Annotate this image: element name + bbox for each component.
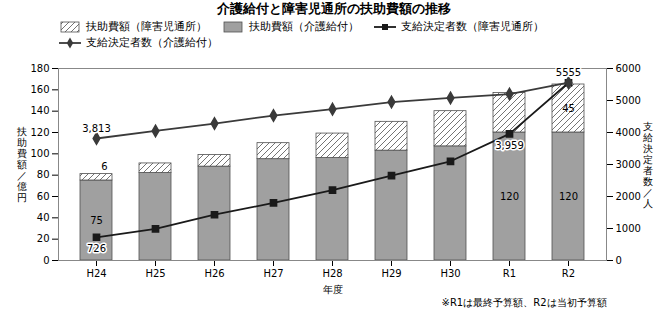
svg-text:80: 80 — [37, 169, 50, 180]
svg-text:6: 6 — [101, 161, 107, 172]
svg-text:H27: H27 — [263, 268, 283, 279]
svg-text:H25: H25 — [145, 268, 165, 279]
svg-text:726: 726 — [87, 243, 106, 254]
svg-text:年度: 年度 — [323, 284, 343, 295]
svg-text:R2: R2 — [562, 268, 575, 279]
svg-text:20: 20 — [37, 233, 50, 244]
svg-text:45: 45 — [562, 103, 575, 114]
html-text:扶助費額（障害児通所）: 扶助費額（障害児通所） — [86, 20, 207, 32]
svg-text:3,959: 3,959 — [495, 140, 524, 151]
svg-text:160: 160 — [30, 84, 49, 95]
svg-text:0: 0 — [43, 255, 49, 266]
svg-text:140: 140 — [30, 105, 49, 116]
svg-text:3,813: 3,813 — [82, 123, 111, 134]
svg-text:40: 40 — [37, 212, 50, 223]
svg-text:120: 120 — [559, 191, 578, 202]
svg-text:扶助費額／億円: 扶助費額／億円 — [16, 126, 27, 203]
svg-text:120: 120 — [30, 127, 49, 138]
svg-text:支給決定者数／人: 支給決定者数／人 — [642, 121, 653, 209]
svg-text:R1: R1 — [503, 268, 516, 279]
svg-text:4000: 4000 — [616, 127, 641, 138]
html-text:扶助費額（介護給付）: 扶助費額（介護給付） — [249, 20, 359, 32]
svg-text:120: 120 — [500, 191, 519, 202]
html-text:支給決定者数（障害児通所）: 支給決定者数（障害児通所） — [401, 20, 544, 32]
svg-text:2000: 2000 — [616, 191, 641, 202]
svg-text:3000: 3000 — [616, 159, 641, 170]
svg-text:180: 180 — [30, 63, 49, 74]
svg-text:75: 75 — [90, 215, 103, 226]
html-text:介護給付と障害児通所の扶助費額の推移: 介護給付と障害児通所の扶助費額の推移 — [217, 1, 451, 16]
svg-text:1000: 1000 — [616, 223, 641, 234]
svg-text:H26: H26 — [204, 268, 224, 279]
svg-text:H24: H24 — [86, 268, 106, 279]
svg-text:H29: H29 — [381, 268, 401, 279]
svg-text:H28: H28 — [322, 268, 342, 279]
svg-text:60: 60 — [37, 191, 50, 202]
svg-text:5000: 5000 — [616, 95, 641, 106]
svg-text:※R1は最終予算額、R2は当初予算額: ※R1は最終予算額、R2は当初予算額 — [442, 297, 607, 308]
svg-text:5555: 5555 — [556, 67, 581, 78]
svg-text:6000: 6000 — [616, 63, 641, 74]
svg-text:0: 0 — [616, 255, 622, 266]
svg-text:H30: H30 — [440, 268, 460, 279]
html-text:支給決定者数（介護給付）: 支給決定者数（介護給付） — [86, 36, 218, 48]
svg-text:100: 100 — [30, 148, 49, 159]
